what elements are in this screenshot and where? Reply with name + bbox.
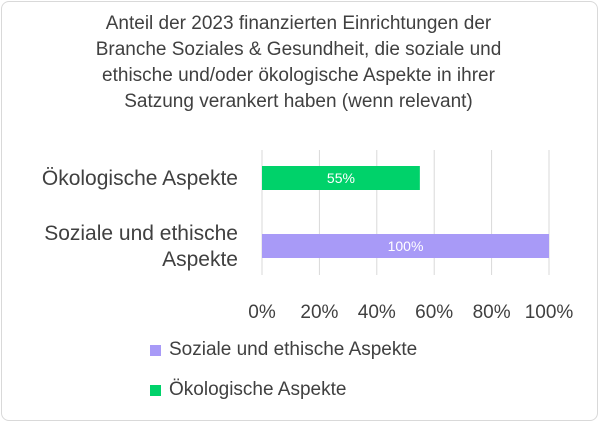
data-label-0-0: 55%	[327, 170, 355, 186]
chart-title: Anteil der 2023 finanzierten Einrichtung…	[20, 11, 577, 115]
legend-swatch-social	[150, 344, 161, 356]
x-tick-label-4: 80%	[473, 302, 511, 323]
legend-label-social: Soziale und ethische Aspekte	[169, 339, 418, 360]
x-tick-label-1: 20%	[300, 302, 338, 323]
data-label-1-1: 100%	[388, 238, 424, 254]
chart-title-line-4: Satzung verankert haben (wenn relevant)	[124, 91, 473, 112]
legend-swatch-ecological	[150, 384, 161, 396]
legend-label-ecological: Ökologische Aspekte	[169, 379, 347, 400]
category-label-1-0: Soziale und ethische	[44, 222, 238, 245]
chart-legend: Soziale und ethische Aspekte Ökologische…	[150, 338, 417, 418]
bar-0-0	[262, 166, 420, 190]
category-label-0-0: Ökologische Aspekte	[42, 167, 238, 190]
chart-title-line-3: ethische und/oder ökologische Aspekte in…	[102, 65, 495, 86]
chart-title-line-2: Branche Soziales & Gesundheit, die sozia…	[95, 39, 502, 60]
x-tick-label-2: 40%	[358, 302, 396, 323]
chart-title-line-1: Anteil der 2023 finanzierten Einrichtung…	[105, 13, 492, 34]
legend-item-social: Soziale und ethische Aspekte	[150, 338, 417, 362]
bar-1-1	[262, 234, 549, 258]
legend-item-ecological: Ökologische Aspekte	[150, 378, 417, 402]
category-label-1-1: Aspekte	[162, 248, 238, 271]
x-tick-label-0: 0%	[248, 302, 276, 323]
x-tick-label-5: 100%	[525, 302, 574, 323]
x-tick-label-3: 60%	[415, 302, 453, 323]
